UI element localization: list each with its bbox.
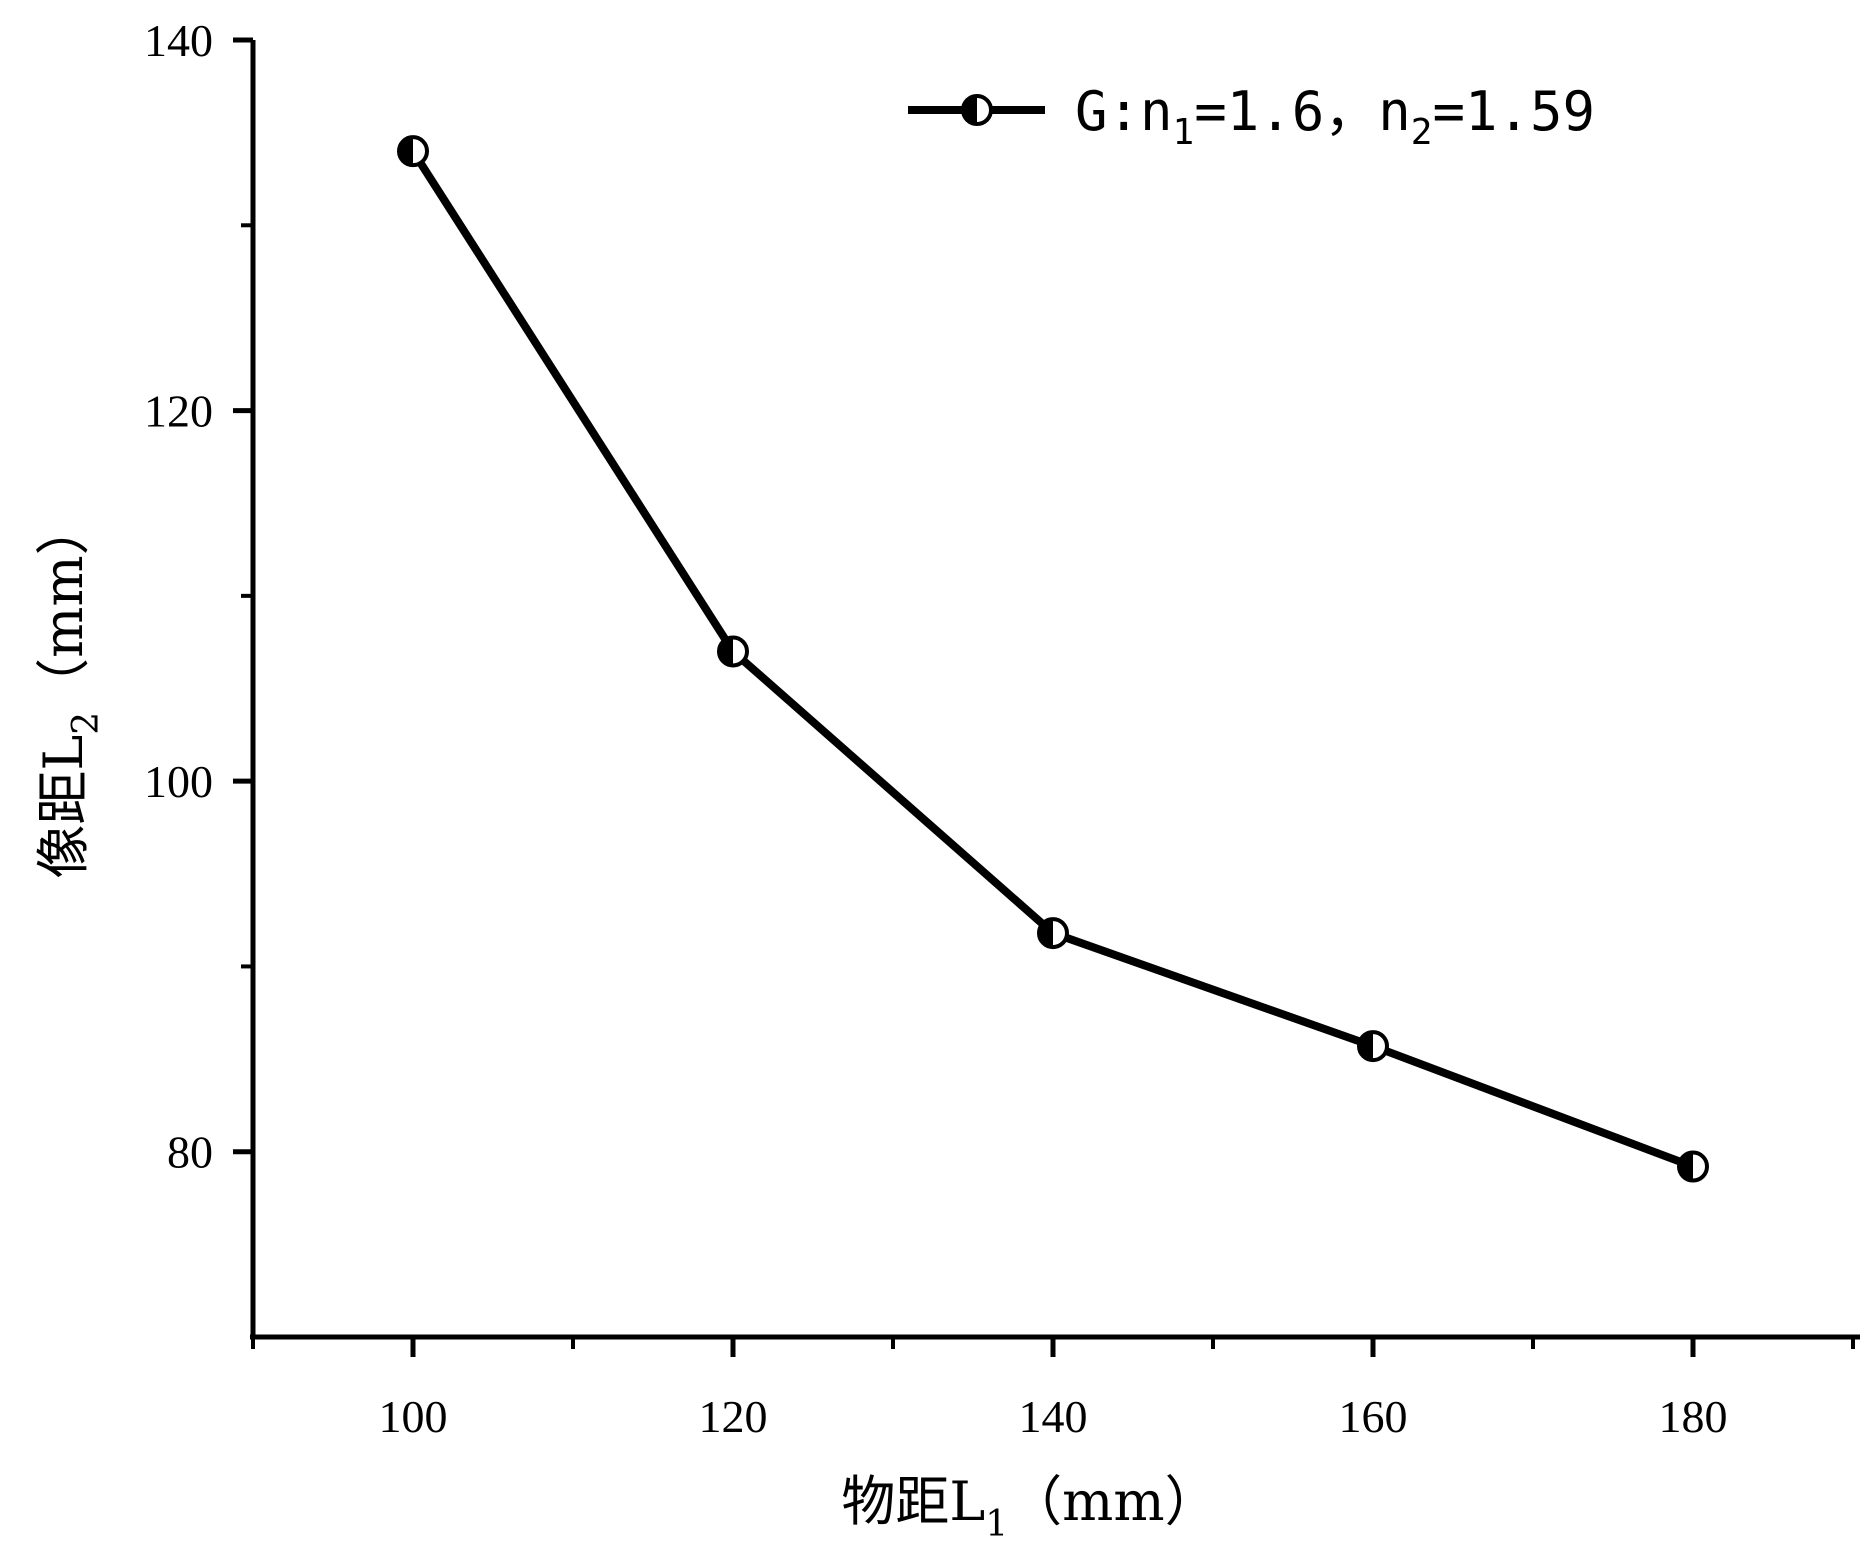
x-tick-label: 180 [1659,1391,1728,1442]
x-axis-title-subscript: 1 [985,1504,1008,1545]
legend-label: G:n1=1.6，n2=1.59 [1075,80,1595,153]
y-axis-title: 像距L2（mm） [32,501,107,878]
x-axis-title-main: 物距L [841,1470,985,1533]
y-tick-label: 80 [167,1127,213,1178]
x-tick-label: 100 [379,1391,448,1442]
legend-label-sub-2: 2 [1411,112,1433,153]
axes [250,40,1860,1340]
legend-label-part-1: G:n [1075,80,1173,143]
data-point [397,135,429,168]
legend-marker-symbol [961,94,993,126]
x-tick-label: 140 [1019,1391,1088,1442]
legend-label-sub-1: 1 [1173,112,1195,153]
data-point [1677,1150,1709,1183]
y-tick-label: 100 [144,756,213,807]
legend: G:n1=1.6，n2=1.59 [908,80,1595,153]
y-tick-label: 140 [144,15,213,66]
y-tick-label: 120 [144,386,213,437]
legend-label-part-2: =1.6，n [1194,80,1411,143]
y-ticks: 80 100 120 140 [144,15,253,1178]
legend-label-part-3: =1.59 [1432,80,1595,143]
x-axis-title-unit: （mm） [1008,1470,1218,1533]
x-tick-label: 120 [699,1391,768,1442]
data-point [1357,1030,1389,1063]
series-line [409,149,1695,1171]
x-axis-title: 物距L1（mm） [841,1470,1218,1545]
y-axis-title-subscript: 2 [66,712,107,735]
x-tick-label: 160 [1339,1391,1408,1442]
legend-marker [961,94,993,126]
x-ticks: 100 120 140 160 180 [251,1337,1855,1442]
y-axis-title-main: 像距L [32,735,95,879]
y-axis-title-unit: （mm） [32,501,95,711]
data-point [717,635,749,668]
data-point [1037,917,1069,950]
series-layer [397,135,1709,1183]
